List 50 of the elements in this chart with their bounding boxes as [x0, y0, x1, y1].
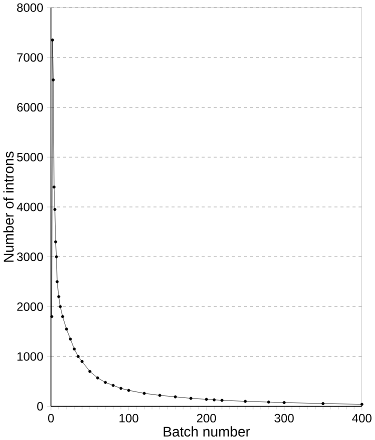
point: [54, 240, 57, 244]
y-tick-label: 6000: [17, 103, 43, 112]
point: [321, 402, 324, 406]
point: [50, 315, 54, 318]
y-axis-title: Number of introns: [3, 152, 14, 262]
point: [54, 255, 58, 258]
point: [244, 400, 247, 403]
point: [204, 398, 208, 401]
point: [96, 376, 99, 380]
point: [266, 400, 270, 404]
point: [68, 338, 72, 341]
point: [104, 380, 107, 384]
point: [80, 360, 84, 363]
point: [88, 370, 92, 373]
point: [60, 315, 64, 318]
point: [189, 396, 192, 400]
point: [64, 328, 68, 331]
point: [174, 395, 177, 398]
point: [50, 38, 54, 42]
y-tick-label: 7000: [17, 53, 43, 62]
point: [53, 208, 56, 211]
point: [57, 295, 60, 298]
y-tick-label: 1000: [17, 352, 43, 361]
x-tick-label: 0: [48, 414, 54, 422]
x-tick-label: 200: [196, 414, 216, 422]
point: [212, 398, 216, 402]
point: [72, 347, 76, 351]
point: [52, 186, 56, 189]
point: [142, 392, 146, 395]
y-tick-label: 4000: [16, 202, 43, 212]
point: [220, 398, 224, 402]
y-tick-label: 0: [37, 402, 43, 411]
y-tick-label: 8000: [16, 3, 43, 12]
point: [76, 354, 80, 358]
x-tick-label: 300: [274, 414, 294, 422]
point: [158, 394, 162, 397]
y-tick-label: 5000: [16, 152, 43, 162]
x-tick-label: 100: [119, 414, 138, 422]
point: [119, 386, 122, 390]
point: [282, 401, 286, 404]
x-tick-label: 400: [352, 414, 372, 422]
y-tick-label: 2000: [17, 302, 43, 311]
x-axis-title: Batch number: [164, 426, 250, 437]
point: [52, 78, 55, 82]
y-tick-label: 3000: [16, 252, 43, 262]
point: [112, 384, 115, 387]
point: [56, 280, 59, 284]
point: [360, 402, 364, 406]
point: [127, 388, 130, 392]
point: [58, 305, 62, 308]
